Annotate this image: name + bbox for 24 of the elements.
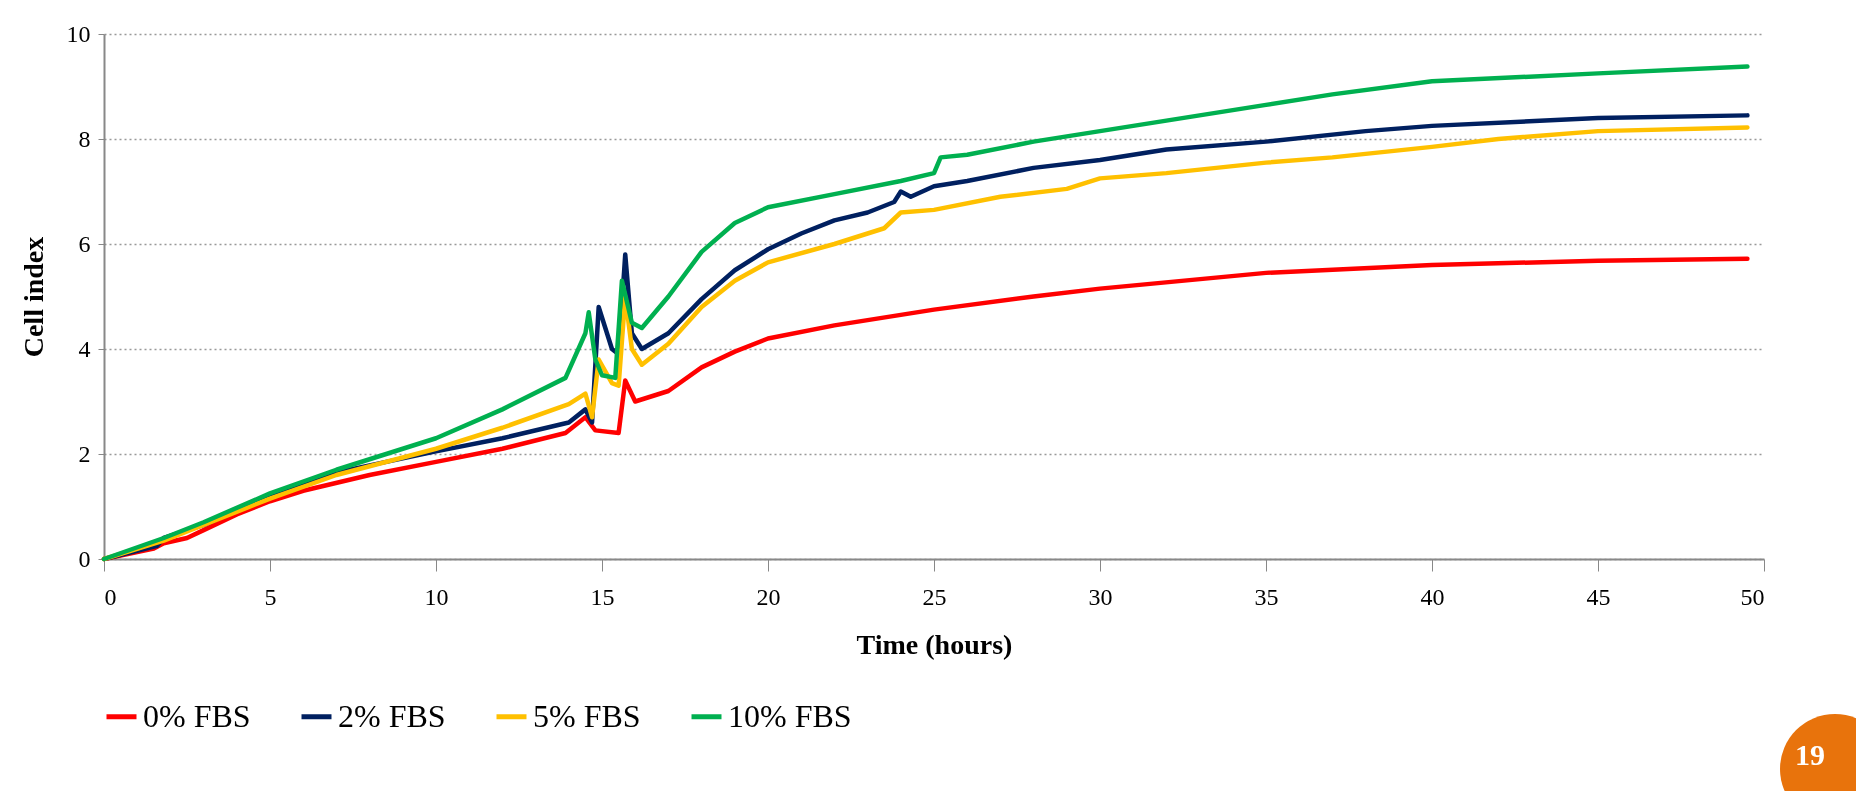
y-tick-label: 0 bbox=[78, 545, 91, 572]
x-tick-label: 35 bbox=[1254, 583, 1279, 610]
x-axis-title: Time (hours) bbox=[856, 628, 1013, 660]
x-tick-label: 20 bbox=[756, 583, 781, 610]
text: 19 bbox=[1795, 738, 1825, 772]
x-tick-label: 10 bbox=[424, 583, 449, 610]
y-tick-label: 4 bbox=[78, 335, 91, 362]
y-axis-title: Cell index bbox=[17, 236, 49, 358]
x-tick-label: 45 bbox=[1586, 583, 1611, 610]
legend-label: 2% FBS bbox=[338, 697, 446, 734]
x-tick-label: 25 bbox=[922, 583, 947, 610]
x-tick-label: 0 bbox=[104, 583, 117, 610]
y-tick-label: 2 bbox=[78, 440, 91, 467]
y-tick-label: 10 bbox=[66, 20, 91, 47]
x-tick-label: 30 bbox=[1088, 583, 1113, 610]
legend-label: 10% FBS bbox=[728, 697, 852, 734]
legend-label: 0% FBS bbox=[143, 697, 251, 734]
y-tick-label: 6 bbox=[78, 230, 91, 257]
y-tick-label: 8 bbox=[78, 125, 91, 152]
x-tick-label: 50 bbox=[1740, 583, 1765, 610]
x-tick-label: 15 bbox=[590, 583, 615, 610]
legend-label: 5% FBS bbox=[533, 697, 641, 734]
x-tick-label: 5 bbox=[264, 583, 277, 610]
x-tick-label: 40 bbox=[1420, 583, 1445, 610]
